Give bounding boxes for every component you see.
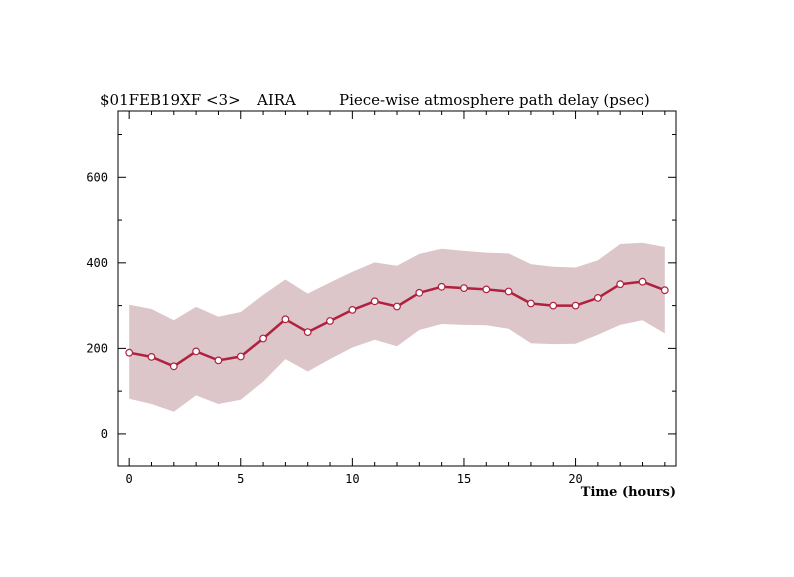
y-tick-label: 600 — [86, 170, 108, 184]
data-point — [482, 285, 491, 294]
x-axis-label: Time (hours) — [581, 485, 676, 500]
data-point — [638, 277, 647, 286]
y-tick-label: 200 — [86, 341, 108, 355]
data-point — [393, 302, 401, 311]
data-point — [437, 282, 446, 291]
x-tick-label: 20 — [568, 472, 582, 486]
data-point — [549, 301, 558, 310]
data-points — [125, 277, 669, 371]
x-tick-label: 5 — [237, 472, 244, 486]
error-band-layer — [129, 242, 665, 412]
experiment-label: $01FEB19XF <3> — [100, 91, 241, 109]
data-point — [169, 362, 178, 371]
y-tick-label: 0 — [101, 427, 108, 441]
data-point — [527, 299, 535, 308]
data-point — [616, 280, 625, 289]
chart-title: Piece-wise atmosphere path delay (psec) — [339, 91, 650, 109]
tick-marks — [118, 111, 676, 466]
y-tick-label: 400 — [86, 256, 108, 270]
data-point — [147, 353, 156, 361]
error-band — [129, 242, 665, 412]
x-tick-label: 15 — [457, 472, 471, 486]
data-point — [460, 284, 468, 293]
data-point — [415, 288, 424, 297]
x-tick-label: 0 — [126, 472, 133, 486]
data-point — [281, 315, 290, 324]
data-point — [594, 294, 602, 302]
data-point — [125, 348, 134, 357]
data-point — [504, 287, 513, 296]
station-label: AIRA — [256, 91, 296, 109]
data-point — [192, 347, 201, 356]
x-tick-label: 10 — [345, 472, 359, 486]
data-point — [348, 306, 357, 314]
data-point — [259, 334, 268, 343]
data-point — [326, 317, 334, 325]
data-point — [571, 301, 580, 310]
data-point — [214, 356, 223, 365]
data-point — [660, 286, 669, 295]
data-point — [370, 297, 379, 306]
data-point — [236, 352, 245, 361]
data-point — [303, 328, 312, 337]
